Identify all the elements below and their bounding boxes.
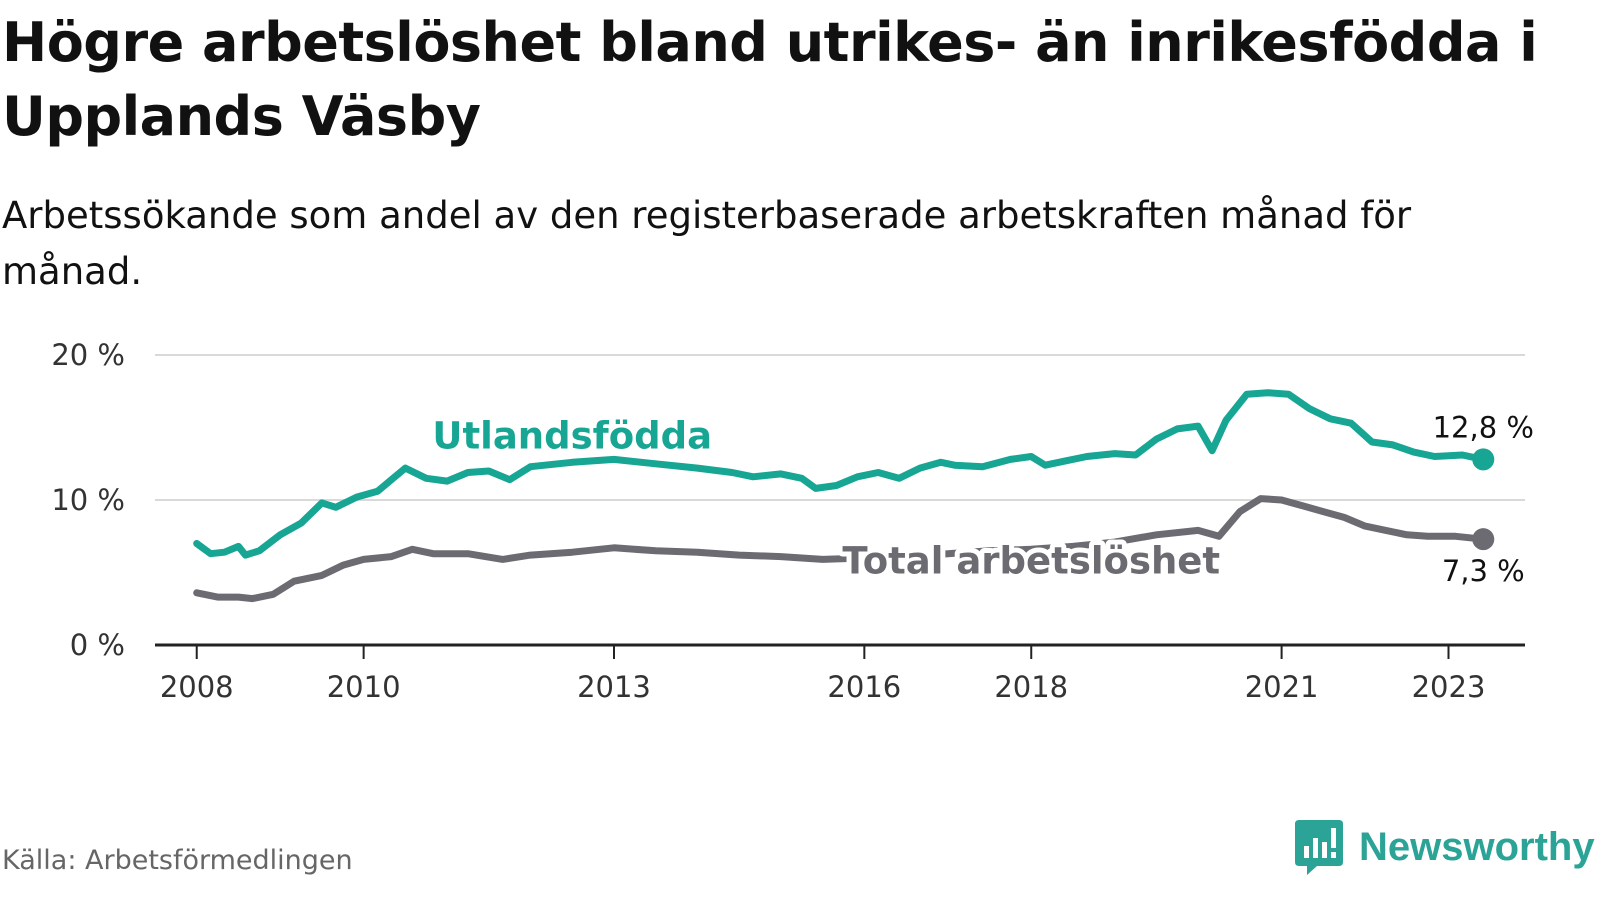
x-tick-label: 2021 [1245, 670, 1319, 704]
newsworthy-logo-icon [1295, 820, 1343, 875]
series-name-label-1: Total arbetslöshet [842, 539, 1220, 582]
x-tick-label: 2016 [827, 670, 901, 704]
series-line-0 [193, 389, 1487, 559]
x-tick-label: 2018 [994, 670, 1068, 704]
x-tick-label: 2023 [1412, 670, 1486, 704]
x-tick-label: 2010 [327, 670, 401, 704]
x-tick-label: 2008 [160, 670, 234, 704]
chart-title: Högre arbetslöshet bland utrikes- än inr… [2, 11, 1538, 148]
series-line-1 [193, 495, 1487, 603]
y-tick-label: 20 % [51, 338, 125, 372]
line-chart: 0 % 10 % 20 % 2008 2010 2013 2016 2018 2021 2023 1… [51, 338, 1534, 704]
chart-subtitle: Arbetssökande som andel av den registerb… [2, 194, 1412, 293]
y-tick-label: 10 % [51, 483, 125, 517]
series-name-label-0: Utlandsfödda [432, 414, 712, 457]
brand-name: Newsworthy [1359, 824, 1595, 869]
x-tick-label: 2013 [577, 670, 651, 704]
series-end-point-1 [1472, 528, 1495, 551]
series-end-label-0: 12,8 % [1433, 410, 1534, 444]
source-note: Källa: Arbetsförmedlingen [2, 845, 353, 876]
series-end-label-1: 7,3 % [1442, 554, 1525, 588]
brand-logo: Newsworthy [1293, 818, 1595, 876]
y-tick-label: 0 % [70, 628, 125, 662]
series-end-point-0 [1472, 448, 1495, 471]
